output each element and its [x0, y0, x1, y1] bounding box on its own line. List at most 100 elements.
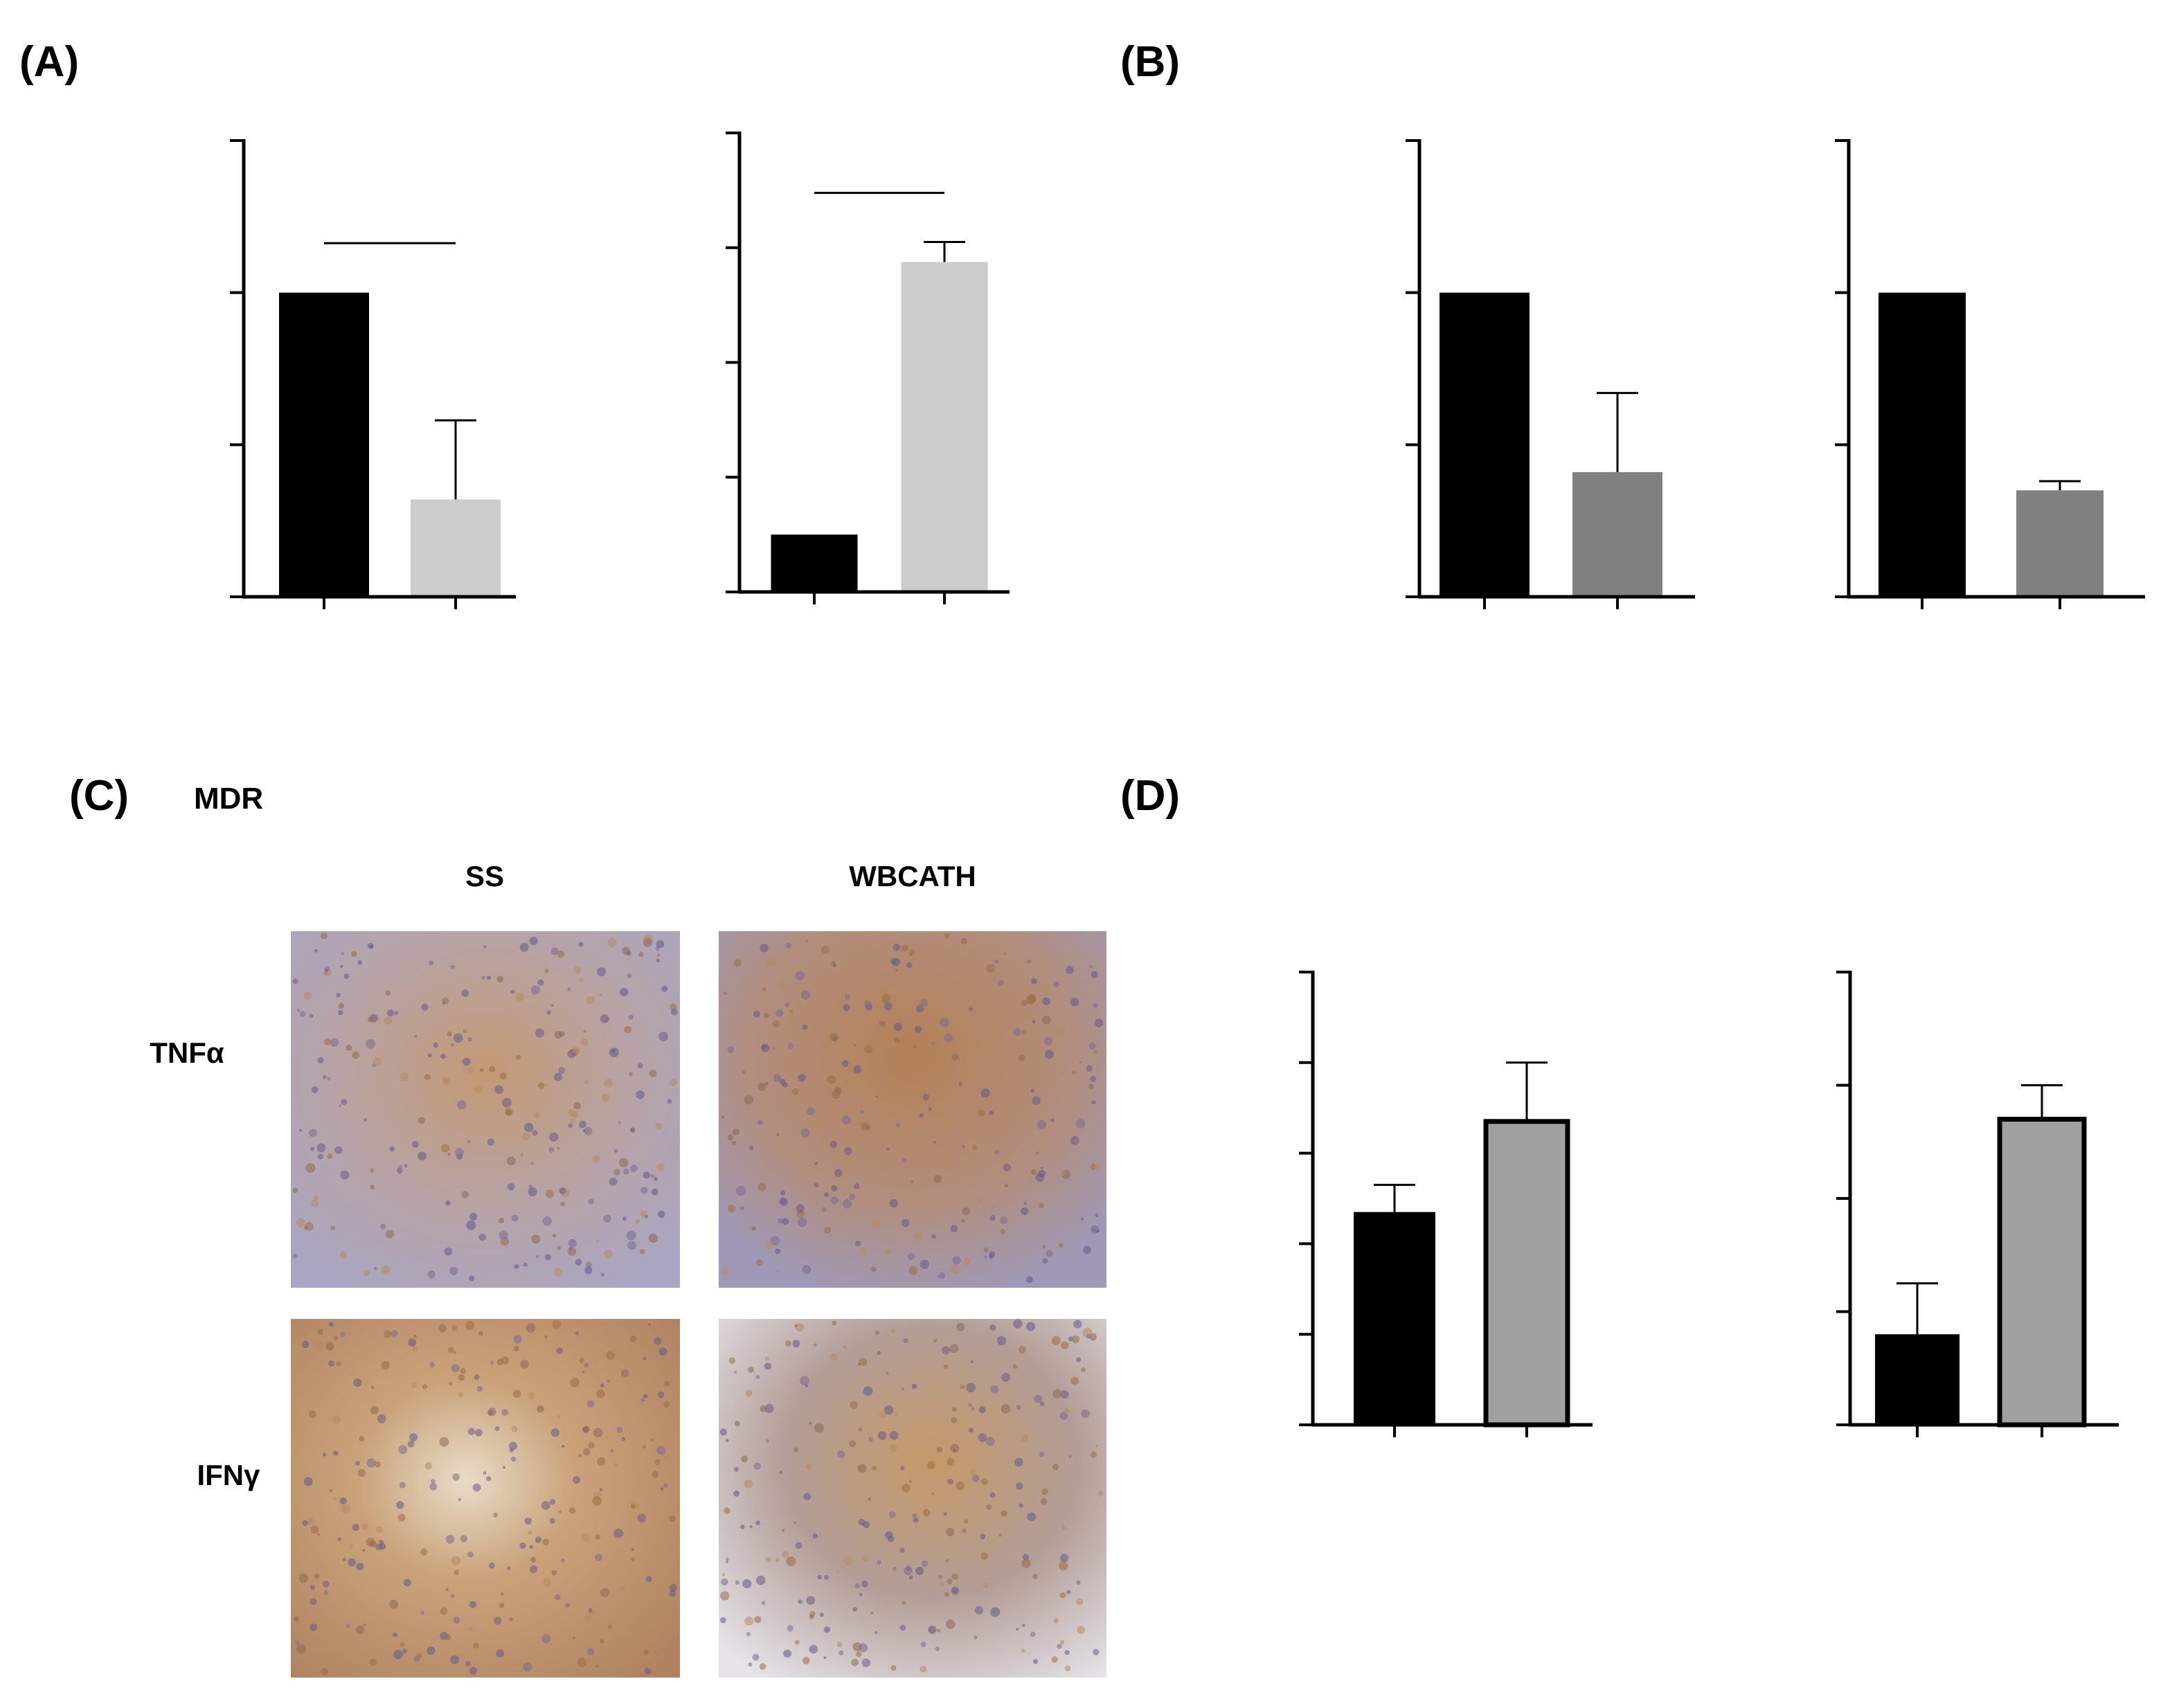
cell-dot	[629, 1072, 634, 1077]
cell-dot	[558, 1067, 566, 1075]
cell-dot	[520, 1153, 523, 1157]
cell-dot	[793, 1447, 799, 1453]
chart-ifn-2-months	[1835, 139, 2145, 609]
cell-dot	[420, 1610, 425, 1615]
cell-dot	[661, 985, 668, 992]
cell-dot	[942, 1346, 950, 1355]
cell-dot	[809, 1421, 812, 1425]
cell-dot	[640, 1398, 645, 1402]
cell-dot	[458, 1392, 464, 1398]
cell-dot	[904, 951, 908, 955]
cell-dot	[494, 1085, 504, 1095]
cell-dot	[1039, 1401, 1045, 1406]
cell-dot	[568, 1239, 577, 1248]
cell-dot	[989, 1324, 996, 1331]
cell-dot	[392, 1632, 397, 1637]
cell-dot	[726, 1557, 729, 1561]
cell-dot	[875, 1330, 880, 1336]
cell-dot	[640, 1186, 648, 1194]
cell-dot	[538, 1082, 545, 1089]
cell-dot	[599, 1639, 604, 1644]
cell-dot	[513, 1345, 519, 1351]
cell-dot	[613, 1462, 618, 1467]
cell-dot	[656, 1163, 665, 1171]
cell-dot	[323, 1590, 329, 1595]
panel-label-c: (C)	[69, 772, 129, 820]
cell-dot	[627, 973, 632, 978]
cell-dot	[960, 1384, 965, 1390]
cell-dot	[658, 1347, 667, 1356]
cell-dot	[809, 1615, 814, 1620]
cell-dot	[1052, 1464, 1059, 1471]
cell-dot	[1021, 1624, 1025, 1628]
cell-dot	[455, 1147, 465, 1157]
cell-dot	[744, 1480, 753, 1489]
cell-dot	[440, 1144, 450, 1153]
cell-dot	[529, 1545, 534, 1549]
cell-dot	[821, 945, 830, 954]
cell-dot	[647, 1653, 658, 1664]
cell-dot	[1043, 1036, 1053, 1045]
cell-dot	[864, 1000, 872, 1009]
cell-dot	[375, 1543, 383, 1551]
cell-dot	[1088, 1084, 1094, 1090]
cell-dot	[1002, 1156, 1007, 1162]
cell-dot	[797, 1217, 807, 1228]
cell-dot	[728, 1357, 736, 1365]
cell-dot	[467, 1428, 475, 1435]
cell-dot	[549, 1132, 559, 1142]
cell-dot	[1068, 1336, 1073, 1342]
cell-dot	[561, 1444, 565, 1448]
cell-dot	[1059, 1592, 1066, 1599]
cell-dot	[1089, 965, 1093, 969]
cell-dot	[469, 1601, 477, 1608]
cell-dot	[946, 1558, 949, 1563]
cell-dot	[800, 1376, 809, 1386]
cell-dot	[654, 1177, 658, 1181]
cell-dot	[296, 1644, 306, 1654]
cell-dot	[433, 1042, 439, 1048]
micrograph-ifn-wbcath	[719, 1319, 1106, 1678]
cell-dot	[559, 1187, 566, 1194]
cell-dot	[469, 1275, 475, 1282]
cell-dot	[600, 1273, 604, 1277]
cell-dot	[552, 1320, 561, 1329]
cell-dot	[721, 1573, 726, 1576]
cell-dot	[572, 1046, 580, 1054]
cell-dot	[559, 1510, 562, 1513]
cell-dot	[749, 1525, 753, 1529]
cell-dot	[884, 1405, 894, 1415]
cell-dot	[933, 1140, 936, 1144]
cell-dot	[734, 1466, 739, 1472]
cell-dot	[343, 973, 350, 979]
panel-label-b: (B)	[1120, 38, 1180, 86]
cell-dot	[366, 1458, 376, 1468]
cell-dot	[989, 1111, 994, 1115]
cell-dot	[452, 1473, 460, 1481]
cell-dot	[394, 1011, 399, 1016]
cell-dot	[447, 1031, 452, 1037]
cell-dot	[601, 1093, 610, 1102]
cell-dot	[442, 1076, 451, 1085]
cell-dot	[356, 1563, 364, 1571]
cell-dot	[798, 1074, 806, 1082]
cell-dot	[389, 1599, 399, 1609]
cell-dot	[329, 1322, 334, 1327]
cell-dot	[366, 1537, 375, 1547]
cell-dot	[907, 1252, 915, 1261]
cell-dot	[832, 1320, 837, 1326]
cell-dot	[553, 1268, 563, 1277]
cell-dot	[734, 959, 742, 967]
cell-dot	[943, 1512, 947, 1516]
cell-dot	[309, 1014, 314, 1018]
cell-dot	[657, 1391, 665, 1399]
cell-dot	[1064, 1408, 1070, 1414]
cell-dot	[1032, 1659, 1039, 1664]
cell-dot	[427, 1270, 436, 1279]
cell-dot	[1071, 1335, 1080, 1344]
cell-dot	[588, 1608, 593, 1612]
bar-wbcath	[1572, 471, 1662, 597]
micrograph-col-wbcath: WBCATH	[849, 860, 976, 892]
cell-dot	[327, 1077, 331, 1081]
cell-dot	[1095, 1444, 1098, 1448]
